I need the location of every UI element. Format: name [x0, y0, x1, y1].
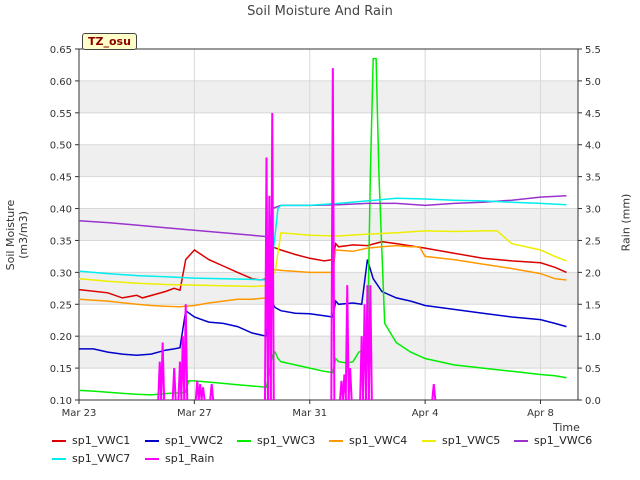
legend-swatch	[514, 440, 528, 442]
legend-swatch	[237, 440, 251, 442]
legend-item-sp1_Rain: sp1_Rain	[145, 452, 214, 465]
series-sp1_VWC4	[78, 244, 567, 308]
legend-swatch	[145, 458, 159, 460]
legend-item-sp1_VWC1: sp1_VWC1	[52, 434, 130, 447]
y-tick-label: 0.50	[50, 141, 72, 152]
rain-spike	[330, 68, 336, 401]
y-tick-label: 0.45	[50, 173, 72, 184]
y2-tick-label: 5.5	[585, 45, 601, 56]
legend-label: sp1_VWC5	[442, 434, 501, 447]
legend-label: sp1_VWC3	[257, 434, 316, 447]
chart-title: Soil Moisture And Rain	[247, 4, 393, 19]
y2-tick-label: 3.0	[585, 205, 601, 216]
rain-spike	[200, 387, 206, 401]
y-tick-label: 0.40	[50, 205, 72, 216]
legend-item-sp1_VWC7: sp1_VWC7	[52, 452, 130, 465]
site-badge: TZ_osu	[82, 33, 137, 50]
legend-swatch	[329, 440, 343, 442]
series-sp1_Rain	[157, 68, 437, 401]
x-tick-label: Mar 31	[292, 408, 327, 419]
y2-tick-label: 3.5	[585, 173, 601, 184]
plot-lines	[78, 57, 567, 401]
y-tick-label: 0.55	[50, 109, 72, 120]
y-tick-label: 0.30	[50, 268, 72, 279]
rain-spike	[197, 383, 203, 401]
plot-frame	[78, 48, 579, 401]
grid-band	[79, 80, 578, 113]
rain-spike	[183, 304, 189, 401]
y2-tick-label: 1.0	[585, 332, 601, 343]
y-tick-label: 0.10	[50, 396, 72, 407]
rain-spike	[344, 285, 350, 401]
y2-tick-label: 4.0	[585, 141, 601, 152]
series-sp1_VWC1	[78, 240, 567, 299]
x-tick-label: Apr 4	[412, 408, 439, 419]
legend-label: sp1_VWC4	[349, 434, 408, 447]
legend-item-sp1_VWC4: sp1_VWC4	[329, 434, 407, 447]
x-axis-label: Time	[553, 421, 580, 434]
legend-item-sp1_VWC6: sp1_VWC6	[514, 434, 592, 447]
rain-spike	[160, 342, 166, 401]
legend-swatch	[52, 458, 66, 460]
y-tick-label: 0.35	[50, 236, 72, 247]
rain-spike	[209, 383, 215, 401]
y-tick-label: 0.60	[50, 77, 72, 88]
legend-label: sp1_VWC6	[534, 434, 593, 447]
y2-tick-label: 4.5	[585, 109, 601, 120]
legend-swatch	[422, 440, 436, 442]
legend-label: sp1_VWC2	[165, 434, 224, 447]
y2-axis-label: Rain (mm)	[619, 193, 633, 252]
series-sp1_VWC2	[79, 259, 567, 357]
rain-spike	[347, 368, 353, 401]
rain-spike	[431, 383, 437, 401]
rain-spike	[171, 368, 177, 401]
legend-item-sp1_VWC3: sp1_VWC3	[237, 434, 315, 447]
y2-tick-label: 1.5	[585, 300, 601, 311]
legend-swatch	[145, 440, 159, 442]
grid-band	[79, 272, 578, 305]
rain-spike	[367, 285, 373, 401]
x-tick-label: Mar 27	[177, 408, 212, 419]
series-sp1_VWC5	[78, 230, 567, 288]
legend-swatch	[52, 440, 66, 442]
y-tick-label: 0.15	[50, 364, 72, 375]
legend-item-sp1_VWC2: sp1_VWC2	[145, 434, 223, 447]
y2-tick-label: 2.0	[585, 268, 601, 279]
y-tick-label: 0.25	[50, 300, 72, 311]
x-tick-label: Mar 23	[62, 408, 97, 419]
y2-tick-label: 0.0	[585, 396, 601, 407]
plot-background-bands	[78, 48, 578, 401]
legend-label: sp1_Rain	[165, 452, 215, 465]
y2-tick-label: 0.5	[585, 364, 601, 375]
legend-item-sp1_VWC5: sp1_VWC5	[422, 434, 500, 447]
y-tick-label: 0.20	[50, 332, 72, 343]
y2-tick-label: 5.0	[585, 77, 601, 88]
y-axis-label: Soil Moisture (m3/m3)	[4, 199, 30, 271]
legend-label: sp1_VWC1	[72, 434, 131, 447]
y2-tick-label: 2.5	[585, 236, 601, 247]
rain-spike	[269, 112, 275, 401]
series-sp1_VWC7	[78, 197, 567, 282]
axes: 0.100.150.200.250.300.350.400.450.500.55…	[50, 45, 601, 419]
legend-label: sp1_VWC7	[72, 452, 131, 465]
x-tick-label: Apr 8	[527, 408, 554, 419]
grid-band	[79, 336, 578, 369]
grid-band	[79, 144, 578, 177]
y-tick-label: 0.65	[50, 45, 72, 56]
